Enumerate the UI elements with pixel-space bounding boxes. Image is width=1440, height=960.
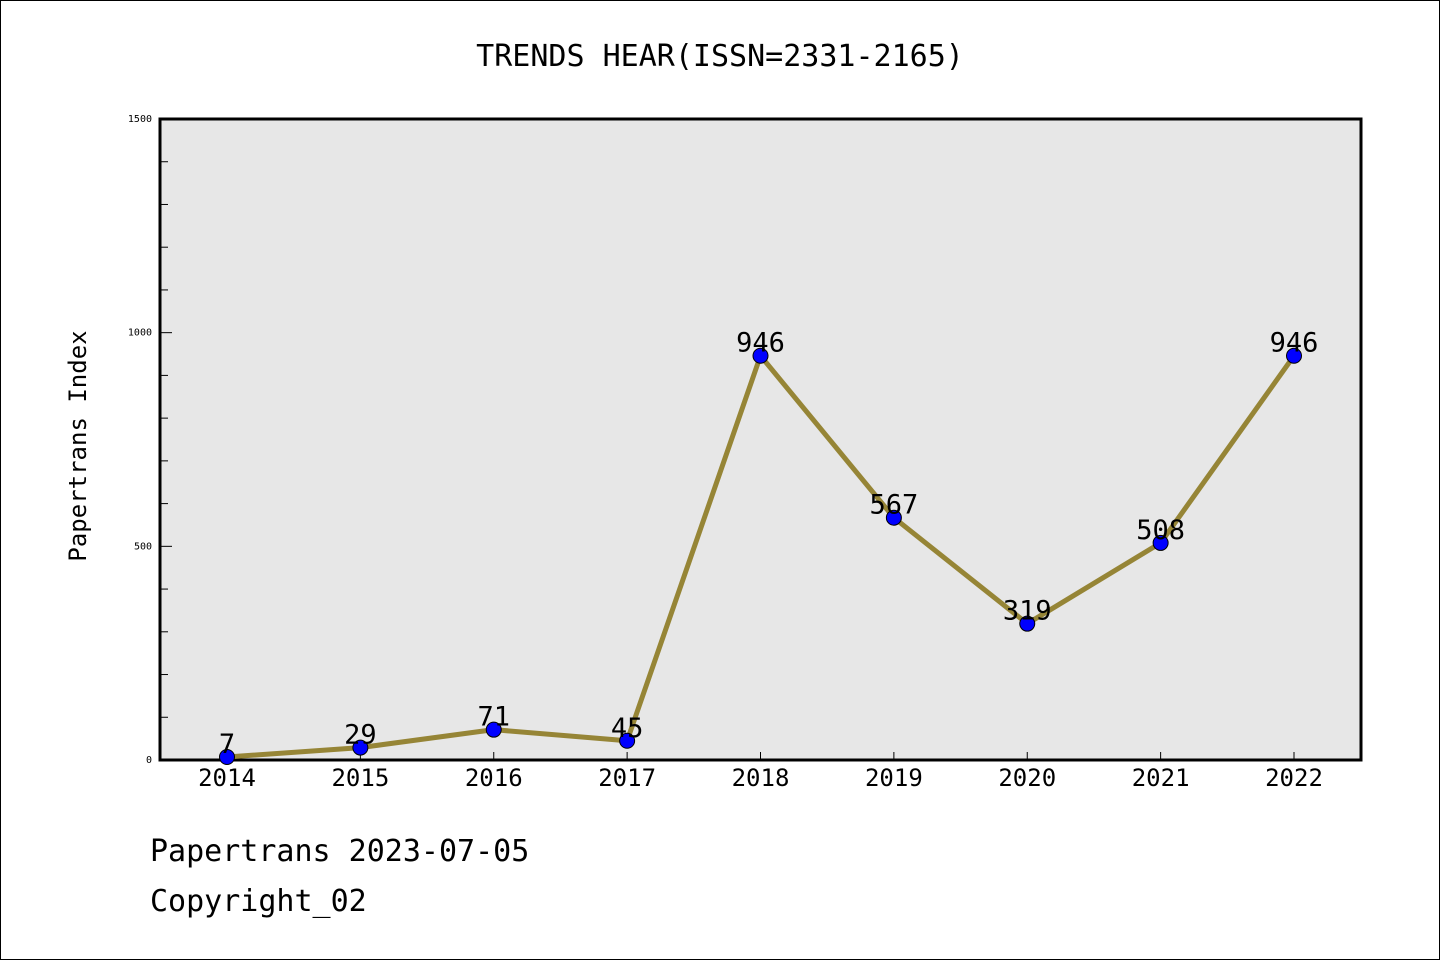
x-tick-label: 2018	[732, 764, 790, 792]
x-tick-label: 2016	[465, 764, 523, 792]
plot-area	[158, 117, 1363, 762]
data-point	[352, 739, 369, 756]
data-label: 29	[344, 720, 377, 751]
data-point	[1286, 347, 1302, 364]
x-tick-label: 2017	[598, 764, 656, 792]
data-point	[1019, 615, 1036, 632]
data-point	[485, 721, 502, 738]
x-tick-label: 2015	[331, 764, 389, 792]
data-label: 508	[1136, 515, 1185, 546]
x-tick-label: 2020	[998, 764, 1056, 792]
data-labels: 7 29 71 45 946 567 319 508 946	[219, 328, 1319, 760]
series-group	[219, 347, 1302, 766]
data-label: 7	[219, 729, 235, 760]
chart-title: TRENDS HEAR(ISSN=2331-2165)	[476, 39, 964, 74]
x-tick-label: 2019	[865, 764, 923, 792]
y-tick-label: 1500	[128, 114, 152, 125]
data-point	[752, 347, 769, 364]
data-point	[1152, 534, 1169, 551]
y-axis-label: Papertrans Index	[64, 330, 92, 561]
data-label: 946	[1270, 328, 1319, 359]
footer-date-text: Papertrans 2023-07-05	[150, 834, 530, 869]
data-label: 45	[611, 713, 644, 744]
y-axis: 0 500 1000 1500	[128, 114, 172, 766]
y-tick-label: 0	[146, 755, 152, 766]
x-tick-label: 2022	[1265, 764, 1323, 792]
y-minor-ticks	[160, 161, 168, 718]
x-tick-label: 2021	[1132, 764, 1190, 792]
data-label: 319	[1003, 596, 1052, 627]
x-tick-label: 2014	[198, 764, 256, 792]
y-tick-label: 500	[134, 541, 152, 552]
x-axis: 2014 2015 2016 2017 2018 2019 2020 2021 2022	[198, 752, 1323, 792]
data-point	[219, 749, 235, 766]
y-tick-label: 1000	[128, 328, 152, 339]
data-point	[885, 509, 902, 526]
data-label: 567	[869, 490, 918, 521]
data-point	[619, 732, 636, 749]
data-label: 946	[736, 328, 785, 359]
data-label: 71	[477, 702, 510, 733]
footer-copyright-text: Copyright_02	[150, 884, 367, 919]
